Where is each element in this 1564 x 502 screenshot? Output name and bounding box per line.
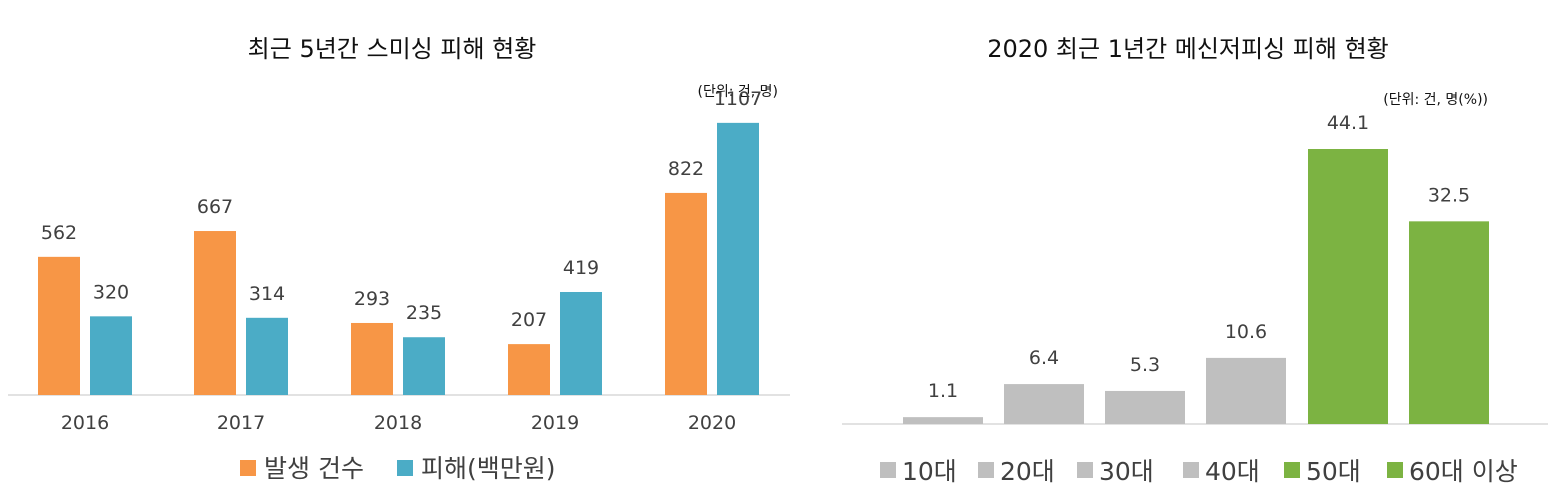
- data-label-2019-s0: 207: [511, 309, 547, 331]
- x-tick-2019: 2019: [531, 412, 579, 434]
- chart1-bars: 562 320 667 314 293 235 207 419 822 1107: [38, 88, 762, 396]
- legend-label-s1: 피해(백만원): [421, 454, 556, 483]
- bar-20대: [1004, 384, 1084, 424]
- x-tick-2016: 2016: [61, 412, 109, 434]
- bar-10대: [903, 417, 983, 424]
- data-label-2017-s0: 667: [197, 196, 233, 218]
- legend-label-20대: 20대: [1000, 457, 1055, 486]
- data-label-30대: 5.3: [1130, 354, 1160, 376]
- legend-label-50대: 50대: [1306, 457, 1361, 486]
- bar-60대 이상: [1409, 221, 1489, 424]
- x-tick-2020: 2020: [688, 412, 736, 434]
- legend-label-30대: 30대: [1099, 457, 1154, 486]
- bar-40대: [1206, 357, 1286, 424]
- bar-2018-s1: [403, 337, 445, 395]
- chart2-bars: 1.1 6.4 5.3 10.6 44.1 32.5: [903, 112, 1489, 424]
- chart1-unit-note: (단위: 건, 명): [697, 84, 778, 100]
- bar-2019-s1: [560, 291, 602, 395]
- legend-label-60대 이상: 60대 이상: [1409, 457, 1518, 486]
- data-label-2018-s0: 293: [354, 288, 390, 310]
- data-label-10대: 1.1: [928, 380, 958, 402]
- chart1-tick-labels: 2016 2017 2018 2019 2020: [61, 412, 736, 434]
- data-label-40대: 10.6: [1225, 321, 1267, 343]
- x-tick-2017: 2017: [217, 412, 265, 434]
- bar-2019-s0: [508, 344, 550, 395]
- legend-swatch-s0: [240, 460, 256, 476]
- legend-swatch-50대: [1284, 462, 1300, 478]
- bar-2017-s0: [194, 231, 236, 395]
- data-label-2020-s1: 1107: [714, 88, 762, 110]
- bar-2016-s1: [90, 316, 132, 395]
- chart2-title: 2020 최근 1년간 메신저피싱 피해 현황: [987, 35, 1389, 63]
- data-label-60대 이상: 32.5: [1428, 184, 1470, 206]
- legend-label-10대: 10대: [902, 457, 957, 486]
- legend-swatch-s1: [397, 460, 413, 476]
- chart1-title: 최근 5년간 스미싱 피해 현황: [248, 35, 537, 63]
- legend-swatch-60대 이상: [1387, 462, 1403, 478]
- chart-messenger-phishing: 2020 최근 1년간 메신저피싱 피해 현황 (단위: 건, 명(%)) 1.…: [842, 35, 1548, 486]
- legend-label-s0: 발생 건수: [264, 454, 364, 483]
- chart1-legend: 발생 건수 피해(백만원): [240, 454, 556, 483]
- data-label-2019-s1: 419: [563, 257, 599, 279]
- data-label-2016-s1: 320: [93, 281, 129, 303]
- legend-swatch-30대: [1077, 462, 1093, 478]
- data-label-50대: 44.1: [1327, 112, 1369, 134]
- legend-swatch-10대: [880, 462, 896, 478]
- bar-2018-s0: [351, 322, 393, 395]
- bar-2020-s0: [665, 192, 707, 395]
- chart2-legend: 10대 20대 30대 40대 50대 60대 이상: [880, 457, 1518, 486]
- bar-30대: [1105, 390, 1185, 424]
- legend-swatch-40대: [1183, 462, 1199, 478]
- legend-label-40대: 40대: [1205, 457, 1260, 486]
- bar-2016-s0: [38, 256, 80, 395]
- bar-2020-s1: [717, 122, 759, 396]
- data-label-20대: 6.4: [1029, 347, 1059, 369]
- bar-50대: [1308, 149, 1388, 424]
- data-label-2017-s1: 314: [249, 283, 285, 305]
- chart2-unit-note: (단위: 건, 명(%)): [1383, 92, 1488, 108]
- chart-smishing: 최근 5년간 스미싱 피해 현황 (단위: 건, 명) 562 320 667 314…: [8, 35, 790, 483]
- bar-2017-s1: [246, 317, 288, 395]
- legend-swatch-20대: [978, 462, 994, 478]
- x-tick-2018: 2018: [374, 412, 422, 434]
- data-label-2020-s0: 822: [668, 158, 704, 180]
- data-label-2018-s1: 235: [406, 302, 442, 324]
- data-label-2016-s0: 562: [41, 222, 77, 244]
